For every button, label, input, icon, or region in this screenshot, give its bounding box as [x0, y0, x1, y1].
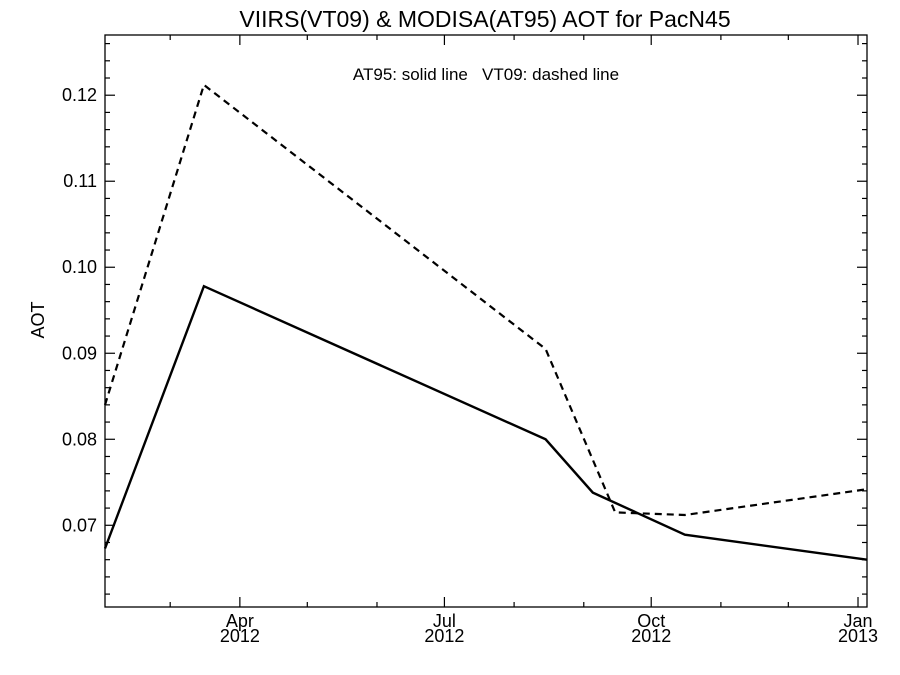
y-tick-label: 0.08 [62, 429, 97, 449]
x-tick-label-year: 2012 [220, 626, 260, 646]
x-tick-label-month: Oct [637, 611, 665, 631]
y-tick-label: 0.09 [62, 343, 97, 363]
series-lines [103, 83, 868, 561]
x-tick-label-year: 2013 [838, 626, 878, 646]
x-tick-label-month: Jan [843, 611, 872, 631]
y-tick-label: 0.11 [63, 171, 97, 191]
axis-ticks: 0.070.080.090.100.110.12Apr2012Jul2012Oc… [62, 35, 878, 646]
chart-title: VIIRS(VT09) & MODISA(AT95) AOT for PacN4… [239, 6, 730, 32]
plot-frame [104, 34, 868, 608]
series-line-vt09 [103, 83, 868, 517]
line-style-annotation: AT95: solid line VT09: dashed line [353, 65, 619, 84]
y-axis-label: AOT [28, 301, 48, 338]
x-tick-label-year: 2012 [424, 626, 464, 646]
y-tick-label: 0.12 [62, 85, 97, 105]
y-tick-label: 0.07 [62, 515, 97, 535]
x-tick-label-month: Apr [226, 611, 254, 631]
x-tick-label-month: Jul [433, 611, 456, 631]
x-tick-label-year: 2012 [631, 626, 671, 646]
series-line-at95 [103, 284, 868, 561]
y-tick-label: 0.10 [62, 257, 97, 277]
